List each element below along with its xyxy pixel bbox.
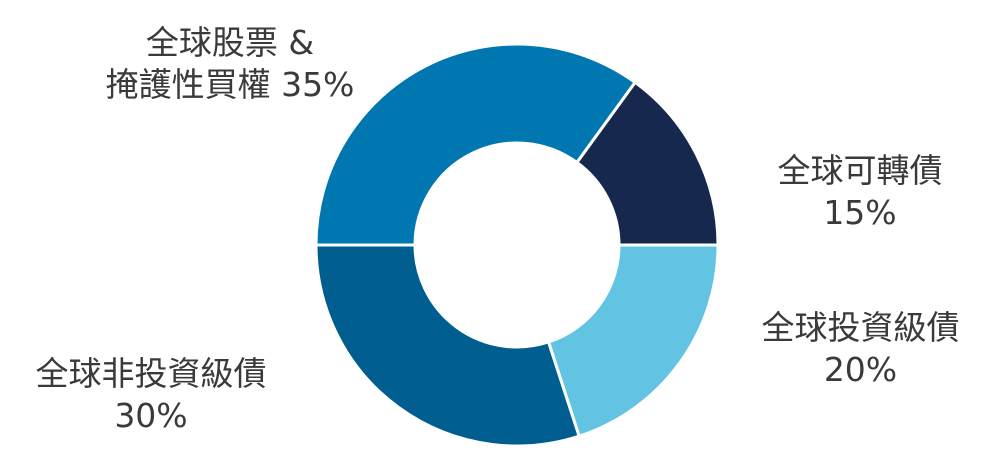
slice-label-high-yield-line1: 全球非投資級債 <box>35 354 267 393</box>
slice-global-equity <box>314 42 637 247</box>
slice-label-global-equity: 全球股票 & 掩護性買權 35% <box>100 22 360 106</box>
slice-label-high-yield-line2: 30% <box>114 396 188 435</box>
slice-label-global-equity-line2: 掩護性買權 35% <box>105 65 355 104</box>
slice-convertible-bonds <box>575 80 720 247</box>
slice-label-investment-grade: 全球投資級債 20% <box>748 307 973 391</box>
slice-high-yield <box>314 243 581 448</box>
slice-label-high-yield: 全球非投資級債 30% <box>20 353 282 437</box>
slice-label-global-equity-line1: 全球股票 & <box>145 23 315 62</box>
slice-label-convertible-bonds: 全球可轉債 15% <box>760 150 960 234</box>
slice-investment-grade <box>547 243 720 438</box>
slice-label-investment-grade-line2: 20% <box>823 350 898 389</box>
slice-label-investment-grade-line1: 全球投資級債 <box>761 308 960 347</box>
slice-label-convertible-bonds-line2: 15% <box>823 193 897 232</box>
slice-label-convertible-bonds-line1: 全球可轉債 <box>777 151 943 190</box>
